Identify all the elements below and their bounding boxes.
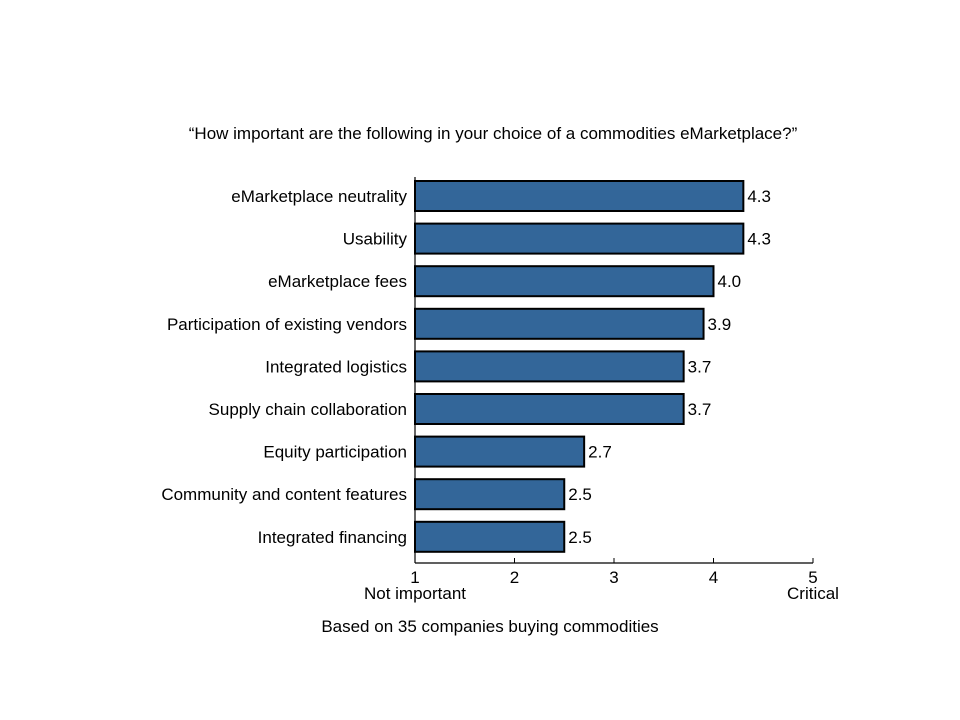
chart-title: “How important are the following in your… <box>188 124 798 143</box>
category-label: eMarketplace fees <box>268 272 407 291</box>
bar-6 <box>414 393 685 425</box>
data-label: 3.7 <box>688 400 712 419</box>
data-label: 3.9 <box>708 315 732 334</box>
category-label: eMarketplace neutrality <box>231 187 407 206</box>
category-label: Integrated logistics <box>265 357 407 376</box>
category-label: Supply chain collaboration <box>209 400 407 419</box>
data-label: 4.3 <box>747 230 771 249</box>
x-axis-high-label: Critical <box>787 584 839 603</box>
axis-layer: 1 2 3 4 5 Not important Critical <box>364 177 839 603</box>
category-label: Participation of existing vendors <box>167 315 407 334</box>
x-tick-label: 2 <box>510 568 519 587</box>
x-tick-label: 1 <box>410 568 419 587</box>
x-tick-label: 3 <box>609 568 618 587</box>
data-label: 2.5 <box>568 528 592 547</box>
bar-2 <box>414 222 745 255</box>
bar-5 <box>414 350 685 383</box>
category-label: Community and content features <box>161 485 407 504</box>
category-label: Usability <box>343 230 408 249</box>
bar-3 <box>414 265 715 298</box>
data-label: 4.0 <box>718 272 742 291</box>
data-label: 2.5 <box>568 485 592 504</box>
bar-7 <box>414 435 586 468</box>
category-label: Integrated financing <box>258 528 407 547</box>
x-tick-label: 4 <box>709 568 718 587</box>
footnote: Based on 35 companies buying commodities <box>321 617 659 636</box>
data-label: 4.3 <box>747 187 771 206</box>
x-axis-low-label: Not important <box>364 584 466 603</box>
bars-layer: eMarketplace neutrality 4.3 Usability 4.3 eM… <box>161 180 771 553</box>
x-tick-label: 5 <box>808 568 817 587</box>
bar-1 <box>414 180 745 212</box>
category-label: Equity participation <box>263 443 407 462</box>
data-label: 3.7 <box>688 357 712 376</box>
bar-9 <box>414 520 566 553</box>
bar-4 <box>414 307 705 340</box>
data-label: 2.7 <box>588 443 612 462</box>
bar-8 <box>414 478 566 511</box>
